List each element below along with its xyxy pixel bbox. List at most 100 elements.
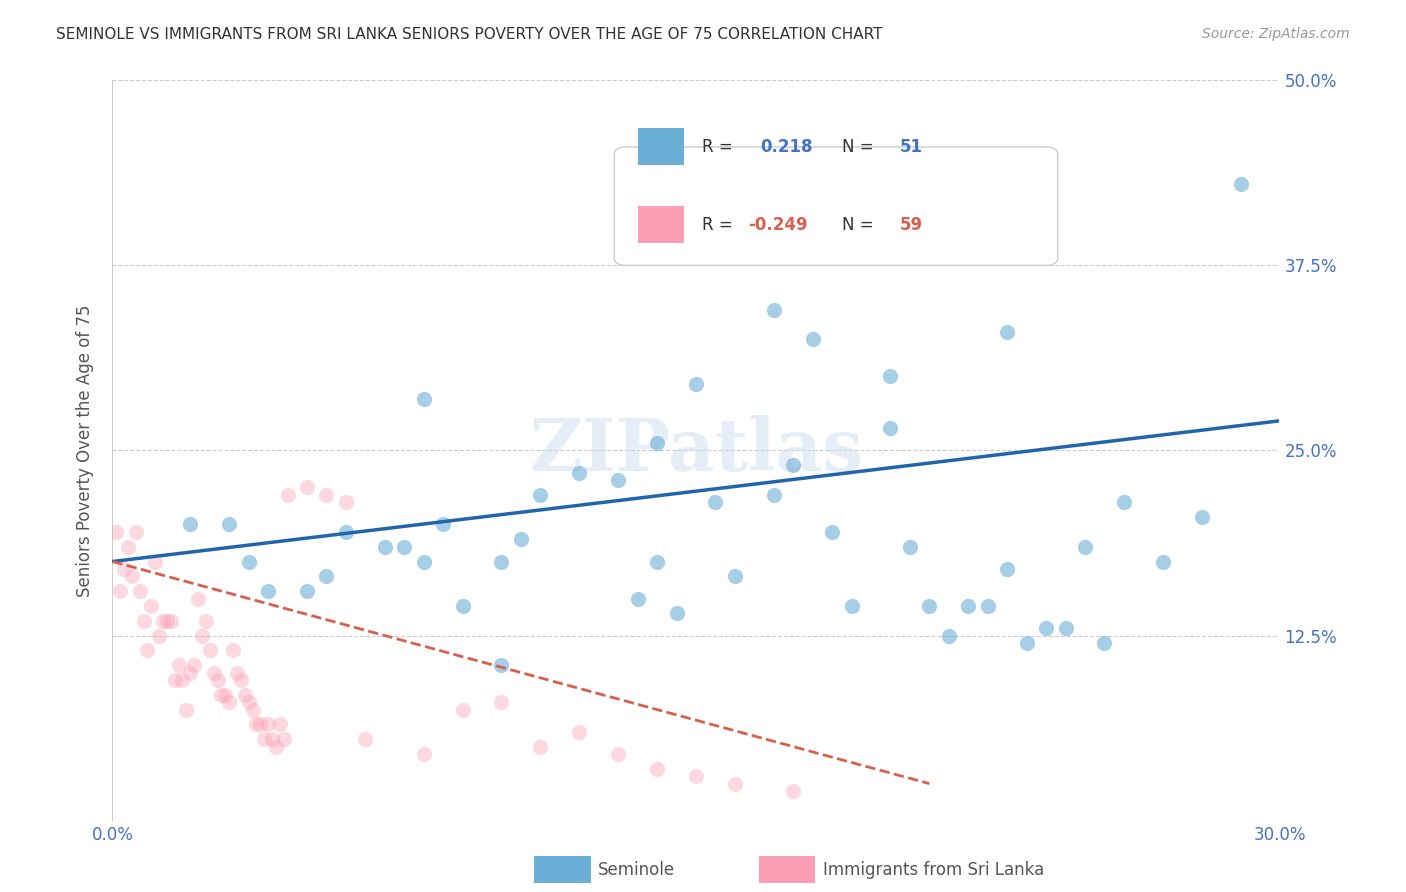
Text: R =: R = xyxy=(702,216,738,234)
Point xyxy=(125,524,148,539)
Point xyxy=(253,732,276,747)
Point xyxy=(167,658,190,673)
Point xyxy=(191,628,214,642)
Point xyxy=(898,540,921,554)
Point xyxy=(1015,636,1038,650)
Point xyxy=(529,488,551,502)
Point xyxy=(354,732,377,747)
Point xyxy=(273,732,295,747)
Point xyxy=(209,688,232,702)
Point xyxy=(724,236,747,251)
Point xyxy=(1035,621,1057,635)
Point xyxy=(179,517,201,532)
Point xyxy=(665,607,688,621)
Point xyxy=(451,703,474,717)
Point xyxy=(685,376,707,391)
Point xyxy=(529,739,551,754)
Point xyxy=(1112,495,1135,509)
FancyBboxPatch shape xyxy=(638,128,685,165)
Point xyxy=(509,533,531,547)
Point xyxy=(762,488,785,502)
Text: -0.249: -0.249 xyxy=(748,216,808,234)
Point xyxy=(315,569,337,583)
Text: N =: N = xyxy=(842,138,879,156)
Point xyxy=(607,473,630,487)
Point xyxy=(218,695,240,709)
Text: SEMINOLE VS IMMIGRANTS FROM SRI LANKA SENIORS POVERTY OVER THE AGE OF 75 CORRELA: SEMINOLE VS IMMIGRANTS FROM SRI LANKA SE… xyxy=(56,27,883,42)
Point xyxy=(245,717,267,731)
Point xyxy=(724,569,747,583)
Point xyxy=(257,584,280,599)
Point xyxy=(432,517,454,532)
Point xyxy=(491,555,513,569)
Point xyxy=(879,421,901,435)
Point xyxy=(957,599,980,613)
Point xyxy=(821,524,844,539)
Point xyxy=(229,673,252,687)
Point xyxy=(264,739,287,754)
Point xyxy=(207,673,229,687)
Point xyxy=(160,614,183,628)
Y-axis label: Seniors Poverty Over the Age of 75: Seniors Poverty Over the Age of 75 xyxy=(76,304,94,597)
Point xyxy=(117,540,139,554)
Point xyxy=(141,599,163,613)
Point xyxy=(685,769,707,783)
Point xyxy=(218,517,240,532)
Point xyxy=(295,480,318,494)
Point xyxy=(132,614,155,628)
Point xyxy=(1054,621,1077,635)
Point xyxy=(412,392,434,406)
Point xyxy=(1074,540,1097,554)
Point xyxy=(112,562,135,576)
Point xyxy=(121,569,143,583)
Point xyxy=(183,658,205,673)
Point xyxy=(156,614,179,628)
Point xyxy=(335,524,357,539)
Point xyxy=(879,369,901,384)
Point xyxy=(1094,636,1116,650)
Point xyxy=(645,555,668,569)
Point xyxy=(918,599,941,613)
Point xyxy=(260,732,283,747)
Point xyxy=(276,488,298,502)
Point xyxy=(627,591,650,606)
Point xyxy=(315,488,337,502)
Point xyxy=(202,665,225,680)
Point xyxy=(238,695,260,709)
Point xyxy=(938,628,960,642)
Point xyxy=(136,643,159,657)
Point xyxy=(1191,510,1213,524)
Text: Source: ZipAtlas.com: Source: ZipAtlas.com xyxy=(1202,27,1350,41)
Point xyxy=(295,584,318,599)
Point xyxy=(249,717,271,731)
Point xyxy=(412,747,434,761)
Point xyxy=(242,703,264,717)
Point xyxy=(269,717,291,731)
Point xyxy=(222,643,245,657)
Point xyxy=(198,643,221,657)
Point xyxy=(374,540,396,554)
Text: 51: 51 xyxy=(900,138,924,156)
Point xyxy=(335,495,357,509)
Point xyxy=(257,717,280,731)
Point xyxy=(568,466,591,480)
Point xyxy=(187,591,209,606)
Text: 59: 59 xyxy=(900,216,924,234)
Point xyxy=(110,584,132,599)
Point xyxy=(491,695,513,709)
FancyBboxPatch shape xyxy=(614,147,1057,266)
Point xyxy=(782,458,804,473)
Point xyxy=(645,762,668,776)
Text: R =: R = xyxy=(702,138,738,156)
Point xyxy=(226,665,249,680)
Point xyxy=(841,599,863,613)
Point xyxy=(143,555,166,569)
Text: 0.218: 0.218 xyxy=(761,138,813,156)
Point xyxy=(645,436,668,450)
Point xyxy=(105,524,128,539)
Text: Immigrants from Sri Lanka: Immigrants from Sri Lanka xyxy=(823,861,1043,879)
Text: ZIPatlas: ZIPatlas xyxy=(529,415,863,486)
Point xyxy=(152,614,174,628)
Point xyxy=(238,555,260,569)
Point xyxy=(762,302,785,317)
